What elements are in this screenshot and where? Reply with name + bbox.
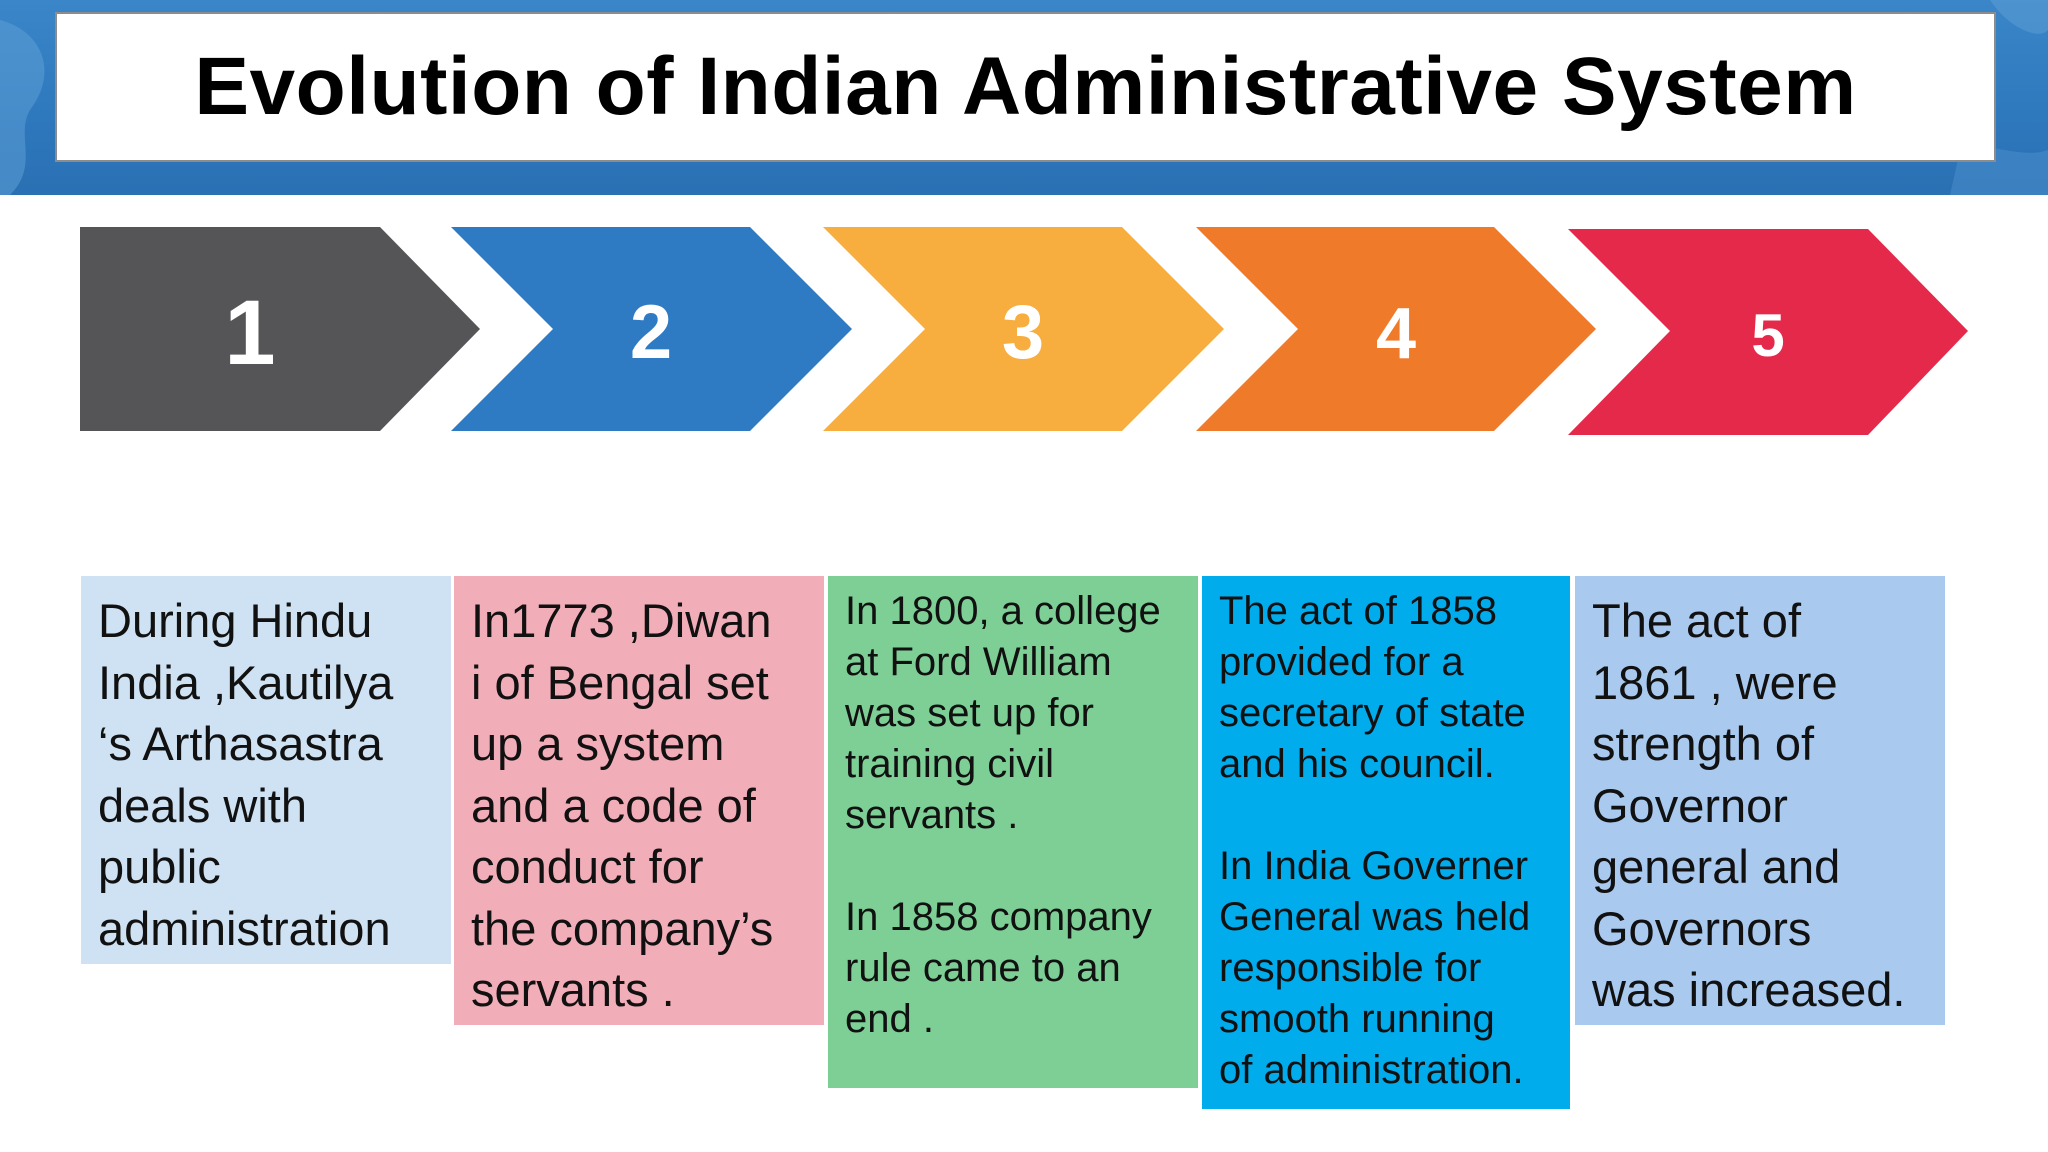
chevron-1 <box>80 227 480 431</box>
step-1-card: During Hindu India ,Kautilya ‘s Arthasas… <box>81 576 451 964</box>
chevron-3 <box>823 227 1224 431</box>
step-chevrons: 1 2 3 4 5 <box>80 227 1968 435</box>
title-box: Evolution of Indian Administrative Syste… <box>55 12 1996 162</box>
chevron-4-number: 4 <box>1376 294 1416 374</box>
step-2-card: In1773 ,Diwan i of Bengal set up a syste… <box>454 576 824 1025</box>
chevron-2 <box>451 227 852 431</box>
step-5-card: The act of 1861 , were strength of Gover… <box>1575 576 1945 1025</box>
step-4-card: The act of 1858 provided for a secretary… <box>1202 576 1570 1109</box>
header-banner: Evolution of Indian Administrative Syste… <box>0 0 2048 195</box>
chevron-3-number: 3 <box>1002 290 1044 375</box>
step-3-card: In 1800, a college at Ford William was s… <box>828 576 1198 1088</box>
page-title: Evolution of Indian Administrative Syste… <box>194 41 1857 132</box>
chevron-4 <box>1196 227 1596 431</box>
chevron-5-number: 5 <box>1751 302 1784 369</box>
chevron-2-number: 2 <box>630 290 672 375</box>
chevron-5 <box>1568 229 1968 435</box>
chevron-1-number: 1 <box>224 282 275 384</box>
